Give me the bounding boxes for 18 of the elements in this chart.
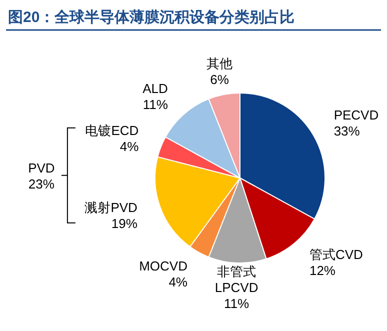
slice-label: 电镀ECD [85, 122, 139, 138]
slice-label: 管式CVD [309, 246, 363, 262]
data-label: 11% [142, 97, 168, 112]
data-label: 11% [224, 296, 250, 311]
slice-label: PECVD [334, 108, 379, 123]
data-label: 33% [334, 124, 360, 139]
slice-label: 其他 [206, 56, 233, 71]
data-label: 19% [111, 216, 138, 231]
data-label: 4% [120, 138, 140, 154]
slice-label: 非管式 LPCVD [214, 264, 258, 295]
data-label: 6% [210, 72, 230, 87]
chart-title: 图20：全球半导体薄膜沉积设备分类别占比 [8, 9, 295, 26]
text: PVD 23% [28, 160, 55, 192]
slice-label: ALD [142, 81, 168, 96]
slice-label: 溅射PVD [84, 200, 138, 215]
data-label: 4% [168, 274, 188, 290]
data-label: 12% [309, 262, 336, 278]
slice-label: MOCVD [139, 258, 188, 274]
